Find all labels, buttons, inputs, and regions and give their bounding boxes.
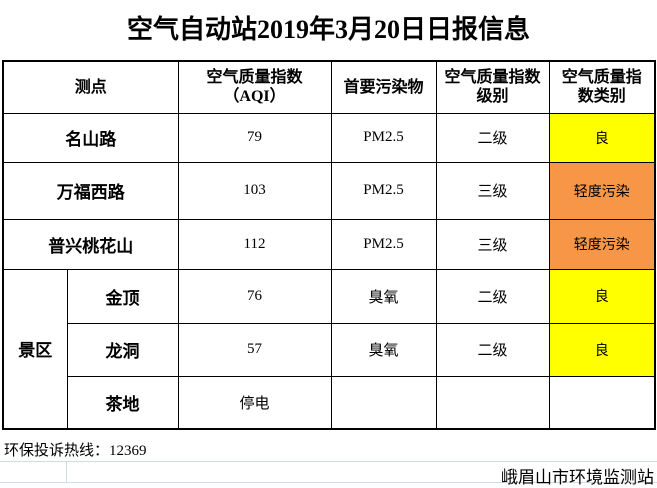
table-row: 龙洞 57 臭氧 二级 良 <box>3 322 656 377</box>
pollutant-cell <box>330 375 437 430</box>
aqi-value-cell: 57 <box>177 322 332 377</box>
pollutant-cell: PM2.5 <box>330 161 437 220</box>
scenic-area-group-cell: 景区 <box>2 268 68 430</box>
pollutant-cell: PM2.5 <box>330 112 437 163</box>
station-name-cell: 龙洞 <box>66 322 179 377</box>
aqi-value-cell: 112 <box>177 218 332 270</box>
col-header-station: 测点 <box>2 60 179 114</box>
table-row: 名山路 79 PM2.5 二级 良 <box>2 112 656 163</box>
category-cell: 良 <box>548 322 656 377</box>
col-header-aqi: 空气质量指数 （AQI） <box>177 60 332 114</box>
aqi-value-cell: 76 <box>177 268 332 324</box>
spreadsheet-gridline-vertical <box>66 461 67 483</box>
pollutant-cell: PM2.5 <box>330 218 437 270</box>
table-row: 茶地 停电 <box>3 375 656 430</box>
station-name-cell: 名山路 <box>2 112 179 163</box>
level-cell: 三级 <box>435 161 550 220</box>
hotline-text: 环保投诉热线：12369 <box>4 443 147 459</box>
category-cell: 轻度污染 <box>548 218 656 270</box>
spreadsheet-gridline-horizontal <box>0 461 657 462</box>
pollutant-cell: 臭氧 <box>330 268 437 324</box>
col-header-pollutant: 首要污染物 <box>330 60 437 114</box>
table-row: 普兴桃花山 112 PM2.5 三级 轻度污染 <box>2 218 656 270</box>
category-cell: 良 <box>548 268 656 324</box>
category-cell <box>548 375 656 430</box>
station-name-cell: 普兴桃花山 <box>2 218 179 270</box>
level-cell: 三级 <box>435 218 550 270</box>
aqi-value-cell: 停电 <box>177 375 332 430</box>
col-header-category: 空气质量指 数类别 <box>548 60 656 114</box>
level-cell: 二级 <box>435 268 550 324</box>
category-cell: 良 <box>548 112 656 163</box>
table-row: 景区 金顶 76 臭氧 二级 良 <box>2 268 656 430</box>
col-header-category-line1: 空气质量指 <box>561 69 642 87</box>
level-cell: 二级 <box>435 322 550 377</box>
col-header-level-line1: 空气质量指数 <box>444 69 541 87</box>
col-header-category-line2: 数类别 <box>577 88 626 106</box>
aqi-table: 测点 空气质量指数 （AQI） 首要污染物 空气质量指数 级别 空气质量指 数类… <box>2 60 657 430</box>
col-header-level: 空气质量指数 级别 <box>435 60 550 114</box>
level-cell <box>435 375 550 430</box>
spreadsheet-gridline-horizontal <box>0 482 657 483</box>
col-header-aqi-line2: （AQI） <box>223 88 286 106</box>
station-name-cell: 金顶 <box>66 268 179 324</box>
level-cell: 二级 <box>435 112 550 163</box>
aqi-value-cell: 79 <box>177 112 332 163</box>
station-name-cell: 万福西路 <box>2 161 179 220</box>
col-header-level-line2: 级别 <box>476 88 509 106</box>
aqi-value-cell: 103 <box>177 161 332 220</box>
agency-name: 峨眉山市环境监测站 <box>501 468 654 487</box>
category-cell: 轻度污染 <box>548 161 656 220</box>
col-header-aqi-line1: 空气质量指数 <box>206 69 303 87</box>
report-title: 空气自动站2019年3月20日日报信息 <box>126 15 530 44</box>
pollutant-cell: 臭氧 <box>330 322 437 377</box>
table-row: 万福西路 103 PM2.5 三级 轻度污染 <box>2 161 656 220</box>
header-row: 测点 空气质量指数 （AQI） 首要污染物 空气质量指数 级别 空气质量指 数类… <box>2 60 656 114</box>
station-name-cell: 茶地 <box>66 375 179 430</box>
